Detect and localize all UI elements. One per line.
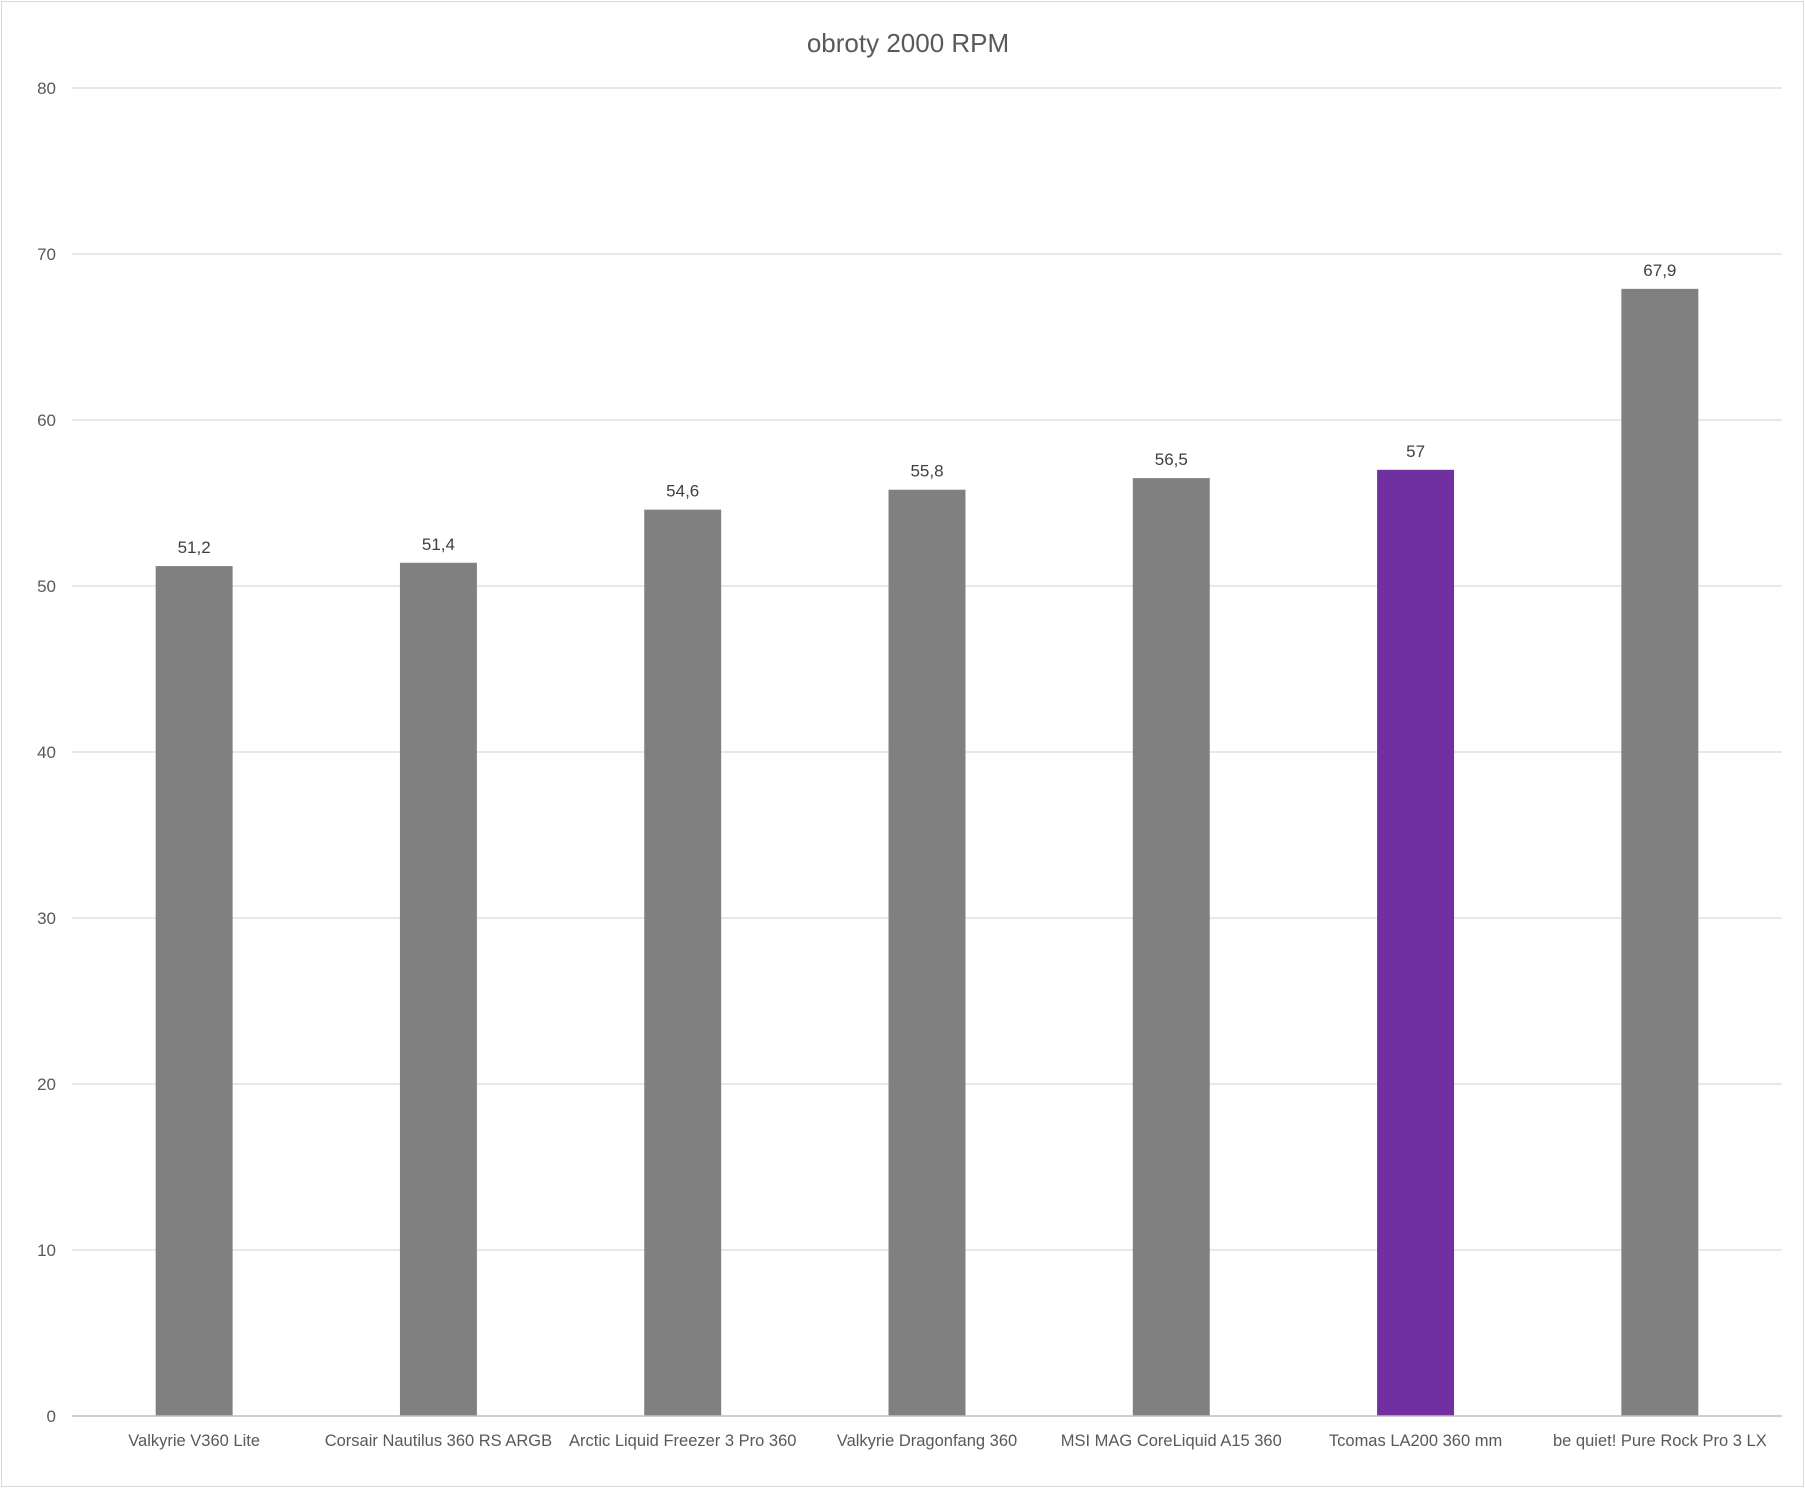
data-label: 54,6: [666, 482, 699, 501]
data-label: 51,2: [178, 538, 211, 557]
data-label: 51,4: [422, 535, 455, 554]
y-tick-label: 30: [37, 909, 56, 928]
bars: [155, 288, 1699, 1417]
y-axis-tick-labels: 0 10 20 30 40 50 60 70 80: [37, 79, 56, 1426]
bar: [1377, 469, 1455, 1416]
data-label: 55,8: [910, 462, 943, 481]
data-label: 57: [1406, 442, 1425, 461]
y-tick-label: 40: [37, 743, 56, 762]
x-category-label: Tcomas LA200 360 mm: [1329, 1432, 1502, 1450]
y-tick-label: 20: [37, 1075, 56, 1094]
data-label: 67,9: [1643, 261, 1676, 280]
y-tick-label: 60: [37, 411, 56, 430]
bar: [399, 562, 477, 1416]
x-category-label: Corsair Nautilus 360 RS ARGB: [325, 1432, 552, 1450]
x-axis-category-labels: Valkyrie V360 Lite Corsair Nautilus 360 R…: [128, 1432, 1766, 1450]
y-tick-label: 70: [37, 245, 56, 264]
bar: [1621, 288, 1699, 1416]
x-category-label: Valkyrie Dragonfang 360: [837, 1432, 1017, 1450]
chart-title: obroty 2000 RPM: [807, 28, 1009, 58]
bar: [155, 566, 233, 1416]
bar: [888, 489, 966, 1417]
x-category-label: be quiet! Pure Rock Pro 3 LX: [1553, 1432, 1767, 1450]
x-category-label: MSI MAG CoreLiquid A15 360: [1061, 1432, 1282, 1450]
x-category-label: Arctic Liquid Freezer 3 Pro 360: [569, 1432, 796, 1450]
bar: [644, 509, 722, 1416]
y-tick-label: 50: [37, 577, 56, 596]
y-tick-label: 10: [37, 1241, 56, 1260]
y-tick-label: 0: [47, 1407, 56, 1426]
y-tick-label: 80: [37, 79, 56, 98]
bar: [1132, 478, 1210, 1417]
data-labels: 51,2 51,4 54,6 55,8 56,5 57 67,9: [178, 261, 1677, 557]
x-category-label: Valkyrie V360 Lite: [128, 1432, 260, 1450]
data-label: 56,5: [1155, 450, 1188, 469]
